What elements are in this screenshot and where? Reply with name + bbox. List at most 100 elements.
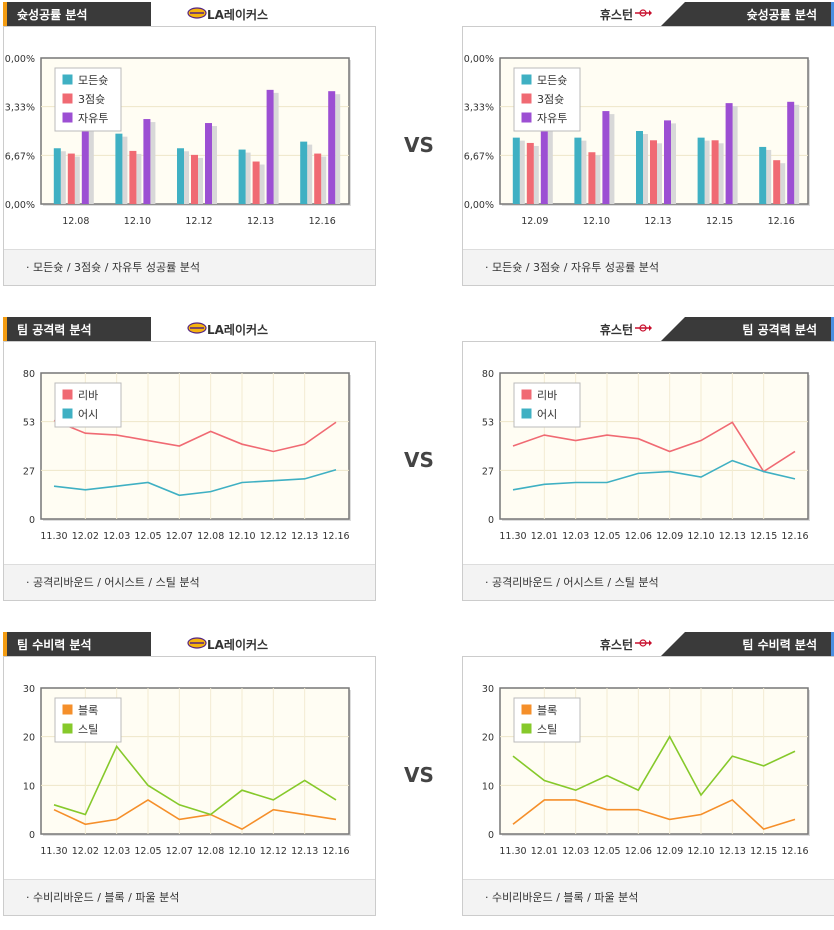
vs-label: VS [404, 133, 434, 157]
x-tick-label: 12.07 [166, 531, 193, 542]
section-title: 팀 수비력 분석 [17, 638, 92, 652]
series-line-block [53, 798, 337, 831]
y-tick-label: 36,67% [4, 151, 35, 162]
y-tick-label: 30 [23, 684, 35, 695]
panel-lal-off: 팀 공격력 분석 LA레이커스 0 27 53 80 11.30 12.02 12.03 12.0… [3, 315, 376, 615]
x-tick-label: 11.30 [499, 846, 526, 857]
panel-header: 팀 수비력 분석 휴스턴 [462, 632, 834, 658]
x-tick-label: 12.03 [562, 846, 589, 857]
bar-free_throw [664, 120, 671, 204]
x-tick-label: 12.01 [531, 531, 558, 542]
bar-three_pt [129, 150, 137, 204]
chart-box: 0 10 20 30 11.30 12.02 12.03 12.05 12.07 12.08 12.… [3, 656, 376, 916]
bar-all_shot [53, 148, 61, 204]
x-tick-label: 12.16 [322, 531, 349, 542]
x-tick-label: 11.30 [40, 846, 67, 857]
bar-all_shot [574, 137, 582, 204]
panel-header: 슛성공률 분석 LA레이커스 [3, 2, 376, 28]
team-name: LA레이커스 [207, 638, 269, 652]
x-tick-label: 12.10 [228, 846, 255, 857]
accent-bar [831, 317, 834, 343]
legend-label: 어시 [537, 408, 557, 421]
y-tick-label: 0,00% [464, 200, 494, 211]
series-line-assist [53, 468, 337, 497]
legend-label: 리바 [78, 389, 98, 402]
section-title-tab: 슛성공률 분석 [3, 2, 151, 28]
y-tick-label: 20 [482, 733, 494, 744]
legend-label: 자유투 [537, 112, 567, 125]
legend-swatch [61, 111, 74, 124]
bar-three_pt [526, 142, 534, 204]
legend-swatch [520, 388, 533, 401]
panel-hou-off: 팀 공격력 분석 휴스턴 0 27 53 80 11.30 12.01 12.03 12.05 12… [462, 315, 834, 615]
team-name: 휴스턴 [599, 638, 633, 652]
bar-free_throw [602, 111, 610, 204]
legend-label: 3점슛 [78, 93, 105, 106]
legend-swatch [520, 92, 533, 105]
series-line-offreb [512, 421, 796, 473]
panel-lal-shot: 슛성공률 분석 LA레이커스 0,00% 36,67% 73,33% 110,00% 12.… [0, 0, 376, 300]
legend-label: 스틸 [78, 723, 98, 736]
x-tick-label: 12.15 [750, 846, 777, 857]
y-tick-label: 10 [482, 781, 494, 792]
bar-free_throw [787, 101, 795, 204]
x-tick-label: 12.15 [750, 531, 777, 542]
x-tick-label: 12.10 [124, 216, 151, 227]
x-tick-label: 12.03 [103, 531, 130, 542]
section-title: 팀 수비력 분석 [742, 638, 817, 652]
panel-header: 슛성공률 분석 휴스턴 [462, 2, 834, 28]
x-tick-label: 12.16 [768, 216, 795, 227]
legend-swatch [61, 92, 74, 105]
x-tick-label: 12.02 [72, 846, 99, 857]
legend-swatch [520, 703, 533, 716]
chart-svg: 0 10 20 30 11.30 12.01 12.03 12.05 12.06 12.09 12.… [482, 684, 810, 857]
y-tick-label: 36,67% [463, 151, 494, 162]
vs-label: VS [404, 763, 434, 787]
x-tick-label: 12.16 [309, 216, 336, 227]
series-line-block [512, 798, 796, 831]
lakers-logo-icon [187, 7, 207, 19]
x-tick-label: 12.10 [228, 531, 255, 542]
x-tick-label: 12.02 [72, 531, 99, 542]
bar-all_shot [115, 133, 123, 204]
legend-label: 모든슛 [537, 74, 567, 87]
accent-bar [3, 317, 7, 343]
bar-all_shot [512, 137, 520, 204]
panel-hou-shot: 슛성공률 분석 휴스턴 0,00% 36,67% 73,33% 110,00% 12.09 1… [452, 0, 834, 300]
chart-box: 0 10 20 30 11.30 12.01 12.03 12.05 12.06 12.09 12.… [462, 656, 834, 916]
chart-box: 0,00% 36,67% 73,33% 110,00% 12.09 12.10 12.13 1… [452, 26, 834, 286]
panel-header: 팀 공격력 분석 LA레이커스 [3, 317, 376, 343]
x-tick-label: 12.13 [644, 216, 671, 227]
chart-caption: · 수비리바운드 / 블록 / 파울 분석 [463, 879, 834, 915]
chart-caption: · 수비리바운드 / 블록 / 파울 분석 [4, 879, 375, 915]
bar-three_pt [711, 140, 719, 204]
accent-bar [3, 2, 7, 28]
bar-free_throw [81, 108, 89, 204]
legend-label: 모든슛 [78, 74, 108, 87]
series-line-assist [512, 459, 796, 491]
bar-three_pt [67, 153, 75, 204]
chart-svg: 0,00% 36,67% 73,33% 110,00% 12.08 12.10 12.12 1… [0, 54, 351, 227]
y-tick-label: 0 [29, 515, 35, 526]
x-tick-label: 12.05 [593, 846, 620, 857]
bar-three_pt [773, 160, 781, 204]
bar-all_shot [300, 141, 308, 204]
team-label: 휴스턴 [600, 317, 653, 343]
x-tick-label: 12.13 [291, 531, 318, 542]
x-tick-label: 12.13 [719, 846, 746, 857]
x-tick-label: 12.16 [322, 846, 349, 857]
bar-three_pt [252, 161, 260, 204]
legend-swatch [61, 407, 74, 420]
x-tick-label: 12.13 [247, 216, 274, 227]
x-tick-label: 12.09 [656, 846, 683, 857]
chart-caption: · 공격리바운드 / 어시스트 / 스틸 분석 [463, 564, 834, 600]
y-tick-label: 27 [23, 466, 35, 477]
bar-all_shot [759, 146, 767, 204]
legend-label: 스틸 [537, 723, 557, 736]
section-title-tab: 팀 공격력 분석 [3, 317, 151, 343]
x-tick-label: 12.05 [134, 846, 161, 857]
y-tick-label: 0 [488, 830, 494, 841]
x-tick-label: 11.30 [40, 531, 67, 542]
x-tick-label: 12.10 [687, 846, 714, 857]
x-tick-label: 12.05 [134, 531, 161, 542]
